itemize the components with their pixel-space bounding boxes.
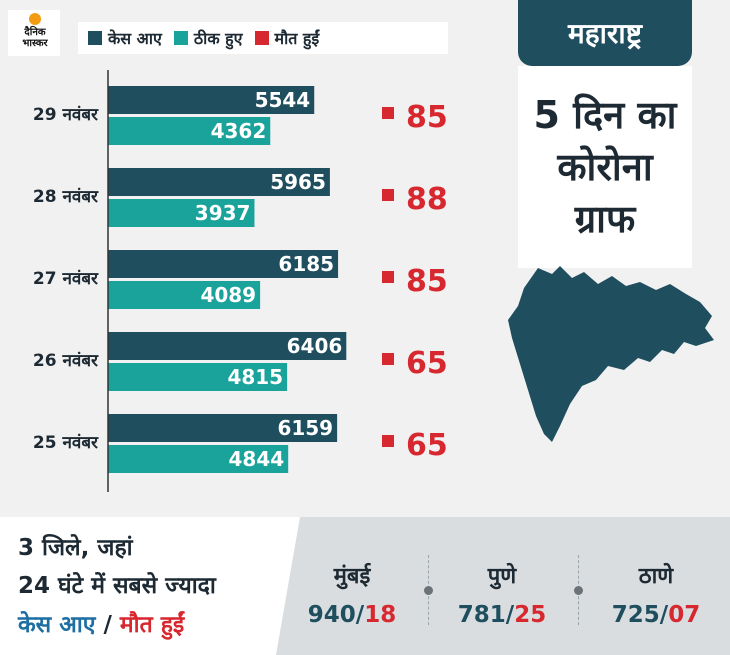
cases-value-label: 5965: [270, 170, 326, 194]
city-deaths: 07: [668, 602, 701, 628]
deaths-marker: [382, 435, 394, 447]
deaths-marker: [382, 107, 394, 119]
deaths-value-label: 85: [406, 264, 448, 299]
maharashtra-map: [508, 266, 714, 442]
cases-bar: [108, 332, 347, 360]
recovered-bar: [108, 199, 255, 227]
city-values: 781/25: [457, 602, 547, 628]
city-deaths: 25: [514, 602, 547, 628]
city-mumbai: मुंबई 940/18: [282, 560, 422, 628]
legend-swatch-cases: [88, 31, 102, 45]
bottom-left-panel: [0, 517, 300, 655]
city-thane: ठाणे 725/07: [586, 560, 726, 628]
category-label: 28 नवंबर: [33, 187, 99, 207]
city-cases: 940: [307, 602, 356, 628]
chart-legend: केस आए ठीक हुए मौत हुईं: [78, 22, 448, 54]
cases-label: केस आए: [18, 612, 96, 638]
category-label: 29 नवंबर: [33, 105, 99, 125]
recovered-bar: [108, 281, 261, 309]
city-name: पुणे: [487, 564, 517, 589]
city-name: मुंबई: [333, 564, 371, 589]
caption-line-1: 5 दिन का: [533, 93, 677, 137]
category-label: 27 नवंबर: [33, 269, 99, 289]
label-separator: /: [95, 612, 120, 638]
cases-value-label: 6159: [277, 416, 333, 440]
caption-line-3: ग्राफ: [574, 197, 636, 241]
category-label: 26 नवंबर: [33, 351, 99, 371]
legend-swatch-recovered: [173, 31, 188, 45]
cases-bar: [108, 250, 339, 278]
legend-swatch-deaths: [254, 31, 269, 45]
deaths-value-label: 88: [406, 182, 448, 217]
cases-bar: [108, 86, 315, 114]
deaths-marker: [382, 271, 394, 283]
districts-heading-line-2: 24 घंटे में सबसे ज्यादा: [18, 573, 216, 599]
deaths-marker: [382, 353, 394, 365]
caption-line-2: कोरोना: [557, 145, 653, 189]
graph-caption: 5 दिन का कोरोना ग्राफ: [518, 66, 692, 268]
divider-dot: [574, 586, 583, 595]
deaths-value-label: 65: [406, 346, 448, 381]
cases-value-label: 5544: [255, 88, 311, 112]
cases-value-label: 6185: [278, 252, 334, 276]
recovered-bar: [108, 363, 288, 391]
city-cases: 725: [611, 602, 660, 628]
recovered-value-label: 4089: [200, 283, 256, 307]
recovered-value-label: 4815: [227, 365, 283, 389]
bar-chart: 29 नवंबर 5544 4362 85 28 नवंबर 5965 3937 88 27 न…: [33, 70, 448, 492]
city-values: 940/18: [307, 602, 397, 628]
legend-item-cases: केस आए: [88, 27, 162, 49]
category-label: 25 नवंबर: [33, 433, 99, 453]
legend-item-recovered: ठीक हुए: [173, 27, 243, 49]
state-title: महाराष्ट्र: [518, 0, 692, 66]
deaths-value-label: 65: [406, 428, 448, 463]
city-cases: 781: [457, 602, 506, 628]
divider-dot: [424, 586, 433, 595]
city-pune: पुणे 781/25: [432, 560, 572, 628]
deaths-marker: [382, 189, 394, 201]
cases-value-label: 6406: [287, 334, 343, 358]
recovered-value-label: 4362: [211, 119, 267, 143]
dainik-bhaskar-logo: दैनिक भास्कर: [8, 10, 60, 56]
recovered-value-label: 4844: [229, 447, 285, 471]
city-name: ठाणे: [638, 564, 674, 589]
recovered-bar: [108, 117, 271, 145]
cases-bar: [108, 414, 338, 442]
logo-text: दैनिक भास्कर: [22, 27, 48, 49]
city-values: 725/07: [611, 602, 701, 628]
legend-item-deaths: मौत हुईं: [254, 27, 319, 49]
city-deaths: 18: [364, 602, 397, 628]
districts-heading-line-3: केस आए / मौत हुईं: [18, 607, 184, 639]
deaths-label: मौत हुईं: [119, 612, 185, 638]
recovered-bar: [108, 445, 289, 473]
districts-heading-line-1: 3 जिले, जहां: [18, 535, 133, 561]
cases-bar: [108, 168, 330, 196]
deaths-value-label: 85: [406, 100, 448, 135]
recovered-value-label: 3937: [195, 201, 251, 225]
sun-icon: [29, 13, 41, 25]
